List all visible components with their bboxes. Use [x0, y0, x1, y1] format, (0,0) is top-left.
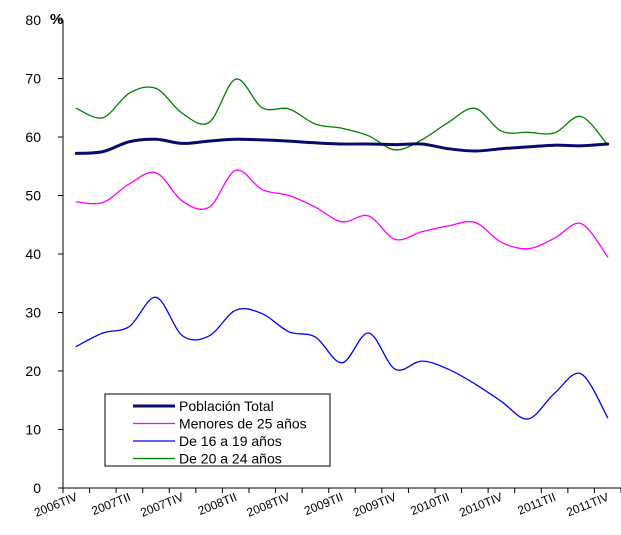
- legend-label: Menores de 25 años: [179, 416, 307, 432]
- y-tick-label: 70: [25, 71, 41, 87]
- y-axis-ticks: 0 10 20 30 40 50 60 70 80: [25, 12, 63, 496]
- y-tick-label: 20: [25, 363, 41, 379]
- legend-label: Población Total: [179, 398, 274, 414]
- legend-label: De 20 a 24 años: [179, 451, 282, 467]
- legend-label: De 16 a 19 años: [179, 433, 282, 449]
- y-tick-label: 30: [25, 305, 41, 321]
- series-line-2: [75, 296, 609, 420]
- x-tick-label: 2010TII: [408, 490, 451, 518]
- x-tick-label: 2009TIV: [351, 490, 398, 520]
- series-line-3: [75, 78, 609, 151]
- x-axis-ticks: 2006TIV 2007TII 2007TIV 2008TII 2008TIV 2009T…: [32, 488, 621, 520]
- x-tick-label: 2010TIV: [457, 490, 504, 520]
- series-line-1: [75, 169, 609, 258]
- series-lines: [74, 78, 610, 420]
- y-tick-label: 40: [25, 246, 41, 262]
- y-tick-label: 80: [25, 12, 41, 28]
- x-tick-label: 2007TII: [90, 490, 133, 518]
- y-tick-label: 0: [33, 480, 41, 496]
- x-tick-label: 2009TII: [302, 490, 345, 518]
- y-tick-label: 50: [25, 188, 41, 204]
- x-tick-label: 2011TIV: [564, 490, 610, 520]
- y-tick-label: 10: [25, 422, 41, 438]
- y-tick-label: 60: [25, 129, 41, 145]
- x-tick-label: 2008TII: [196, 490, 239, 518]
- series-line-0: [74, 137, 610, 155]
- x-tick-label: 2007TIV: [138, 490, 185, 520]
- y-unit-label: %: [50, 11, 63, 28]
- x-tick-label: 2011TII: [516, 490, 558, 518]
- x-tick-label: 2008TIV: [245, 490, 292, 520]
